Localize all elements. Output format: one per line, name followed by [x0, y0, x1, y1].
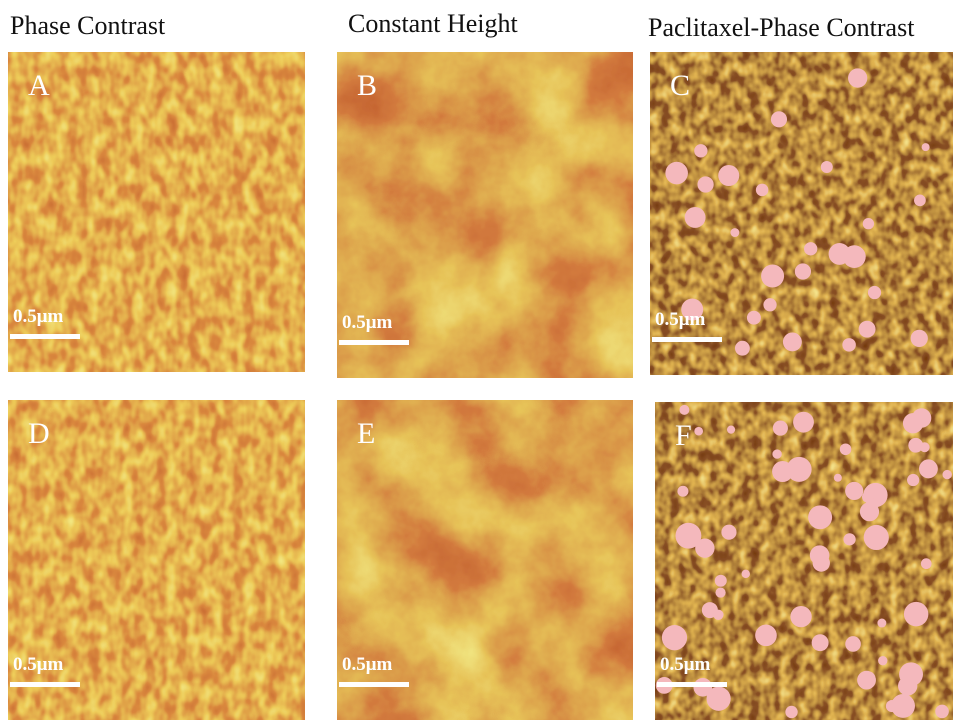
panel-label: D: [28, 417, 50, 450]
particle: [868, 286, 881, 299]
particle: [842, 338, 856, 352]
particle: [878, 656, 887, 665]
particle: [713, 610, 723, 620]
particle: [907, 474, 919, 486]
scale-bar-label: 0.5μm: [13, 654, 64, 675]
particle: [935, 705, 949, 719]
particle: [860, 502, 879, 521]
particle: [747, 311, 761, 325]
particle: [821, 161, 833, 173]
scale-bar: [657, 682, 727, 687]
scale-bar: [339, 682, 409, 687]
particle: [922, 143, 930, 151]
particle: [843, 533, 855, 545]
scale-bar: [10, 682, 80, 687]
particle: [864, 525, 889, 550]
particle: [810, 545, 830, 565]
particle: [707, 687, 731, 711]
particle: [808, 505, 832, 529]
scale-bar-label: 0.5μm: [13, 306, 64, 327]
particle: [727, 426, 735, 434]
particle: [677, 486, 688, 497]
particle: [771, 111, 787, 127]
particle: [829, 243, 851, 265]
particle: [919, 459, 938, 478]
particle: [697, 176, 713, 192]
particle: [857, 671, 876, 690]
particle: [742, 570, 750, 578]
particle: [785, 706, 797, 718]
afm-panel: B 0.5μm: [337, 52, 633, 378]
particle: [862, 491, 874, 503]
scale-bar-label: 0.5μm: [342, 654, 393, 675]
afm-panel: E 0.5μm: [337, 400, 633, 720]
afm-panel: F 0.5μm: [655, 402, 953, 720]
particle: [859, 321, 876, 338]
particle: [787, 457, 812, 482]
particle: [898, 676, 917, 695]
scale-bar: [339, 340, 409, 345]
particle: [834, 474, 842, 482]
particle: [715, 575, 727, 587]
afm-panel: C 0.5μm: [650, 52, 953, 375]
panel-label: A: [28, 69, 50, 102]
particle: [735, 341, 750, 356]
particle: [943, 470, 952, 479]
particle: [845, 636, 861, 652]
figure: Phase Contrast Constant Height Paclitaxe…: [0, 0, 955, 725]
particle: [903, 413, 923, 433]
particle: [721, 525, 736, 540]
particle: [715, 587, 725, 597]
panel-label: F: [675, 419, 692, 452]
scale-bar-label: 0.5μm: [660, 654, 711, 675]
particle: [772, 449, 781, 458]
particle: [886, 700, 898, 712]
particle: [773, 421, 788, 436]
particle: [804, 242, 817, 255]
column-header: Paclitaxel-Phase Contrast: [648, 13, 915, 42]
scale-bar: [652, 337, 722, 342]
particle: [665, 162, 688, 185]
panel-label: C: [670, 69, 690, 102]
particle: [761, 264, 784, 287]
scale-bar-label: 0.5μm: [655, 309, 706, 330]
particle: [662, 625, 687, 650]
particle: [840, 443, 852, 455]
column-header: Constant Height: [348, 9, 518, 38]
particle: [694, 427, 703, 436]
particle: [679, 405, 689, 415]
particle: [920, 442, 930, 452]
particle: [812, 634, 829, 651]
afm-panel: D 0.5μm: [8, 400, 305, 720]
particle: [863, 218, 874, 229]
scale-bar: [10, 334, 80, 339]
particle: [783, 332, 802, 351]
particle: [675, 523, 701, 549]
particle: [795, 263, 811, 279]
particle: [848, 68, 867, 87]
particle: [914, 195, 926, 207]
particle: [877, 619, 886, 628]
panel-label: B: [357, 69, 377, 102]
particle: [911, 330, 928, 347]
column-header: Phase Contrast: [10, 11, 166, 40]
particle: [755, 625, 777, 647]
particle: [763, 298, 776, 311]
scale-bar-label: 0.5μm: [342, 312, 393, 333]
particle: [694, 144, 707, 157]
particle: [685, 207, 706, 228]
particle: [718, 165, 739, 186]
panel-label: E: [357, 417, 375, 450]
particle: [756, 184, 769, 197]
particle: [790, 606, 811, 627]
afm-panel: A 0.5μm: [8, 52, 305, 372]
particle: [921, 558, 932, 569]
particle: [730, 228, 739, 237]
particle: [845, 482, 863, 500]
particle: [793, 412, 814, 433]
particle: [904, 602, 928, 626]
